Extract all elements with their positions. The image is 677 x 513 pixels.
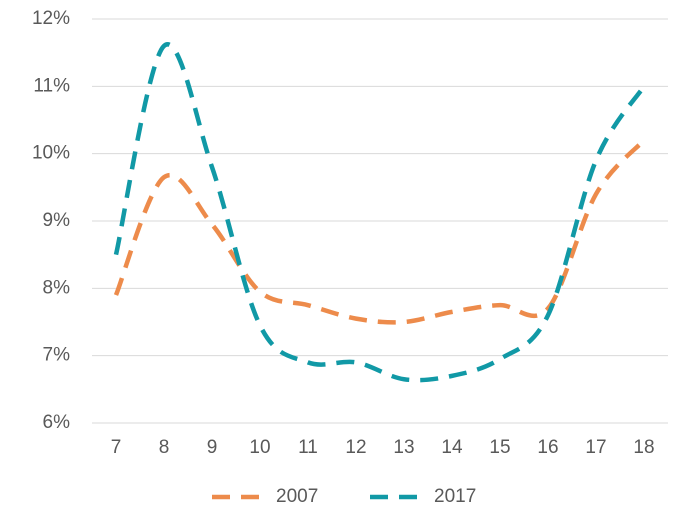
y-tick-label: 6% (43, 412, 71, 433)
y-tick-label: 9% (43, 210, 71, 231)
legend-label: 2017 (434, 486, 476, 507)
y-tick-label: 10% (32, 143, 70, 164)
x-tick-label: 10 (249, 437, 270, 458)
y-tick-label: 7% (43, 345, 71, 366)
x-tick-label: 15 (489, 437, 510, 458)
x-tick-label: 17 (585, 437, 606, 458)
x-tick-label: 14 (441, 437, 463, 458)
series-line (113, 138, 646, 325)
x-tick-label: 11 (298, 437, 318, 458)
x-tick-label: 9 (207, 437, 218, 458)
x-tick-label: 16 (537, 437, 558, 458)
legend-label: 2007 (276, 486, 318, 507)
x-tick-label: 7 (111, 437, 122, 458)
x-tick-label: 8 (159, 437, 170, 458)
y-tick-label: 12% (32, 8, 70, 29)
y-tick-label: 11% (33, 75, 70, 96)
x-tick-label: 13 (393, 437, 414, 458)
x-tick-label: 18 (633, 437, 654, 458)
series-line (113, 42, 646, 383)
y-tick-label: 8% (43, 277, 71, 298)
x-tick-label: 12 (345, 437, 366, 458)
